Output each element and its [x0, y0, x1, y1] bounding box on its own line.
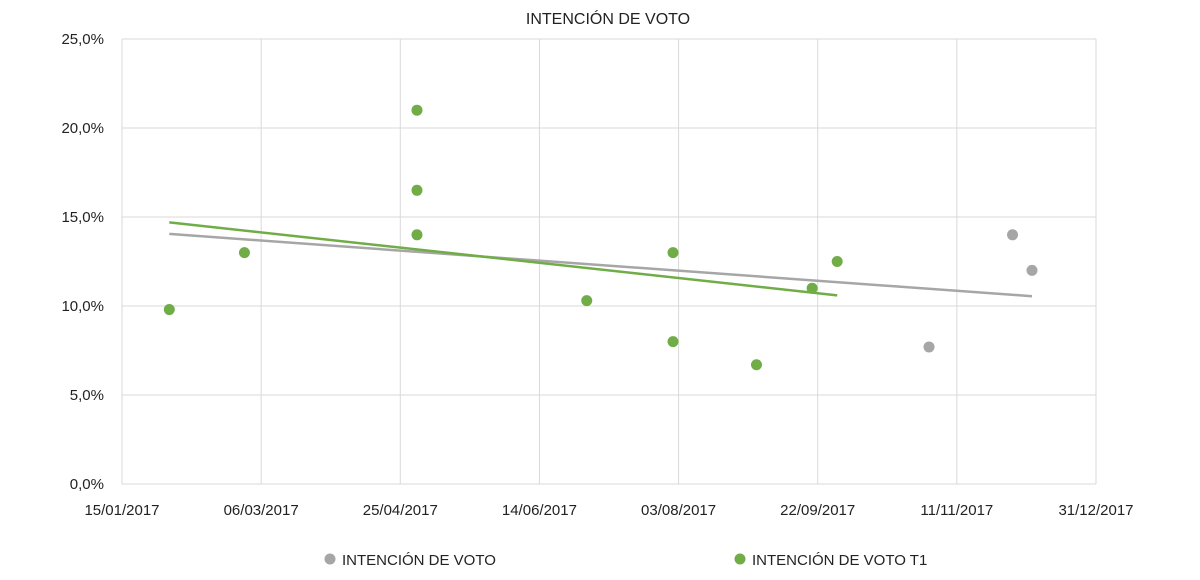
data-point[interactable]: [238, 247, 250, 259]
y-tick-label: 15,0%: [61, 209, 104, 226]
grid: [121, 38, 1097, 485]
data-point[interactable]: [667, 247, 679, 259]
x-tick-label: 15/01/2017: [84, 502, 159, 519]
data-point[interactable]: [1026, 264, 1038, 276]
x-tick-label: 06/03/2017: [224, 502, 299, 519]
x-tick-label: 14/06/2017: [502, 502, 577, 519]
y-tick-label: 10,0%: [61, 298, 104, 315]
data-point[interactable]: [806, 282, 818, 294]
data-point[interactable]: [411, 184, 423, 196]
data-point[interactable]: [923, 341, 935, 353]
trendline: [169, 232, 1033, 298]
data-points: [163, 104, 1038, 371]
legend-marker: [324, 553, 336, 565]
legend-label: INTENCIÓN DE VOTO: [342, 552, 496, 569]
x-tick-label: 11/11/2017: [920, 502, 993, 519]
trendlines: [169, 221, 1033, 298]
y-tick-label: 5,0%: [70, 387, 104, 404]
legend-item[interactable]: INTENCIÓN DE VOTO T1: [734, 552, 928, 569]
x-tick-label: 31/12/2017: [1058, 502, 1133, 519]
y-tick-label: 0,0%: [70, 476, 104, 493]
x-tick-label: 25/04/2017: [363, 502, 438, 519]
legend-label: INTENCIÓN DE VOTO T1: [752, 552, 927, 569]
data-point[interactable]: [831, 256, 843, 267]
x-tick-label: 22/09/2017: [780, 502, 855, 519]
chart-title: INTENCIÓN DE VOTO: [526, 9, 690, 28]
y-tick-label: 20,0%: [61, 120, 104, 137]
trendline: [169, 221, 838, 297]
y-tick-label: 25,0%: [61, 31, 104, 48]
x-tick-label: 03/08/2017: [641, 502, 716, 519]
data-point[interactable]: [411, 229, 423, 241]
data-point[interactable]: [411, 104, 423, 116]
data-point[interactable]: [1007, 229, 1019, 241]
legend-item[interactable]: INTENCIÓN DE VOTO: [324, 552, 496, 569]
axis-labels: 0,0% 5,0% 10,0% 15,0% 20,0% 25,0% 15/01/2017 06…: [61, 31, 1133, 519]
data-point[interactable]: [163, 304, 175, 316]
legend-marker: [734, 553, 746, 565]
data-point[interactable]: [581, 295, 593, 307]
data-point[interactable]: [750, 359, 762, 371]
legend[interactable]: INTENCIÓN DE VOTO INTENCIÓN DE VOTO T1: [324, 552, 928, 569]
data-point[interactable]: [667, 336, 679, 348]
